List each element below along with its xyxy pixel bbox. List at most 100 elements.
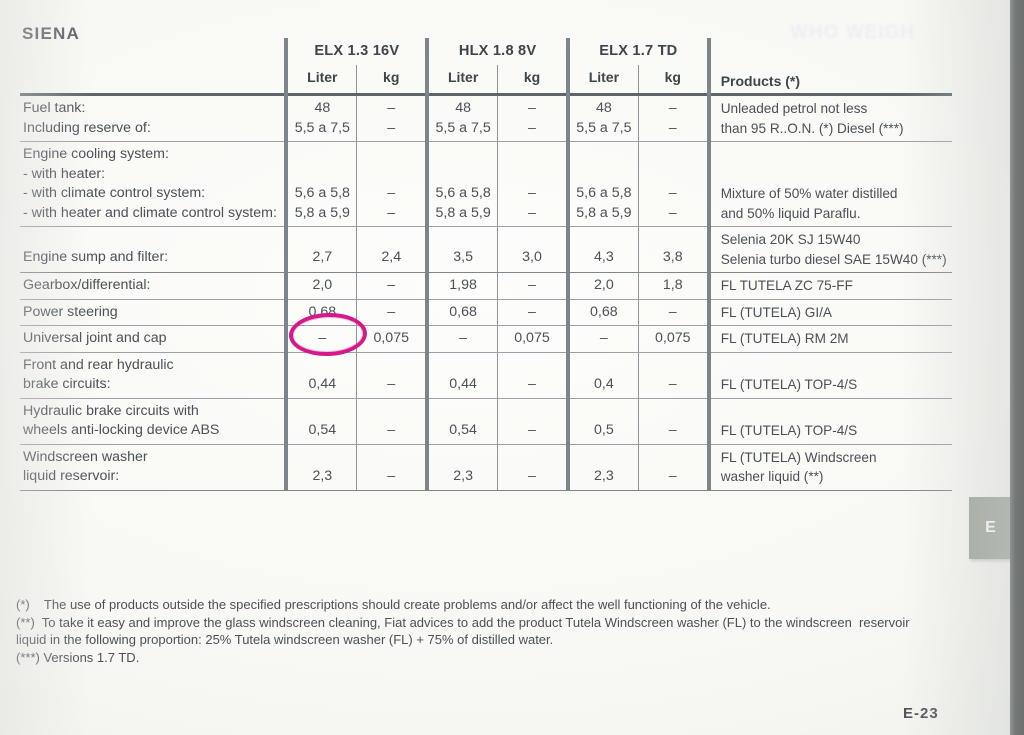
- book-binding-edge: [1010, 0, 1024, 735]
- cell-value: 2,3: [284, 444, 357, 490]
- row-label-power-steering: Power steering: [23, 303, 118, 320]
- column-group-elx17td: ELX 1.7 TD: [565, 38, 709, 65]
- capacities-table-container: ELX 1.3 16V HLX 1.8 8V ELX 1.7 TD Liter …: [20, 38, 952, 491]
- cell-value: – –: [637, 141, 709, 226]
- footnote-item: liquid in the following proportion: 25% …: [16, 632, 554, 648]
- cell-value: –: [637, 352, 709, 398]
- page-number: E-23: [903, 705, 939, 722]
- cell-value: 0,68: [284, 299, 357, 325]
- cell-value: –: [356, 444, 428, 490]
- cell-value: –: [565, 325, 639, 352]
- table-row: Universal joint and cap – 0,075 – 0,075 …: [20, 325, 952, 352]
- column-group-elx13: ELX 1.3 16V: [284, 38, 428, 65]
- cell-value: –: [497, 299, 568, 325]
- unit-liter-elx17td: Liter: [565, 65, 639, 96]
- capacities-table: ELX 1.3 16V HLX 1.8 8V ELX 1.7 TD Liter …: [20, 38, 952, 491]
- cell-value: 0,54: [425, 398, 498, 444]
- cell-value: 0,68: [425, 299, 498, 325]
- cell-value: –: [637, 299, 709, 325]
- row-separator: [20, 325, 952, 326]
- table-row: Front and rear hydraulic brake circuits: …: [20, 352, 952, 398]
- cell-value: 48 5,5 a 7,5: [425, 94, 498, 141]
- unit-liter-hlx18: Liter: [425, 65, 498, 96]
- cell-value: –: [497, 352, 568, 398]
- cell-value: –: [497, 272, 568, 299]
- cell-value: 0,44: [284, 352, 357, 398]
- row-label-gearbox-differential: Gearbox/differential:: [23, 277, 151, 293]
- cell-value: 2,4: [356, 226, 428, 272]
- cell-product: FL TUTELA ZC 75-FF: [706, 272, 952, 299]
- row-separator: [20, 141, 952, 142]
- cell-value-gearbox-elx13-liter: 2,0: [284, 272, 357, 299]
- cell-value: –: [425, 325, 498, 352]
- cell-value: 5,6 a 5,8 5,8 a 5,9: [425, 141, 498, 226]
- cell-product: FL (TUTELA) TOP-4/S: [706, 352, 952, 398]
- table-row: Engine cooling system: - with heater: - …: [20, 141, 952, 226]
- cell-value: –: [356, 272, 428, 299]
- cell-value: –: [637, 398, 709, 444]
- cell-product: FL (TUTELA) Windscreen washer liquid (**): [706, 444, 952, 490]
- cell-value: 5,6 a 5,8 5,8 a 5,9: [565, 141, 639, 226]
- cell-value: 48 5,5 a 7,5: [284, 94, 357, 141]
- cell-value: 3,0: [497, 226, 568, 272]
- table-header-units: Liter kg Liter kg Liter kg Products (*): [20, 65, 952, 96]
- cell-value: – –: [356, 141, 428, 226]
- cell-value: 1,8: [637, 272, 709, 299]
- cell-product: FL (TUTELA) GI/A: [706, 299, 952, 325]
- cell-value: 2,0: [565, 272, 639, 299]
- cell-product: Selenia 20K SJ 15W40 Selenia turbo diesel…: [706, 226, 952, 272]
- table-row: Power steering 0,68 – 0,68 – 0,68 – FL (…: [20, 299, 952, 325]
- unit-kg-hlx18: kg: [497, 65, 568, 96]
- cell-value: 3,8: [637, 226, 709, 272]
- row-separator: [20, 351, 952, 353]
- cell-value: 1,98: [425, 272, 498, 299]
- table-header-groups: ELX 1.3 16V HLX 1.8 8V ELX 1.7 TD: [20, 38, 952, 65]
- cell-value: 0,68: [565, 299, 639, 325]
- cell-product: Mixture of 50% water distilled and 50% li…: [706, 141, 952, 226]
- row-separator: [20, 272, 952, 273]
- page-title: SIENA: [22, 24, 80, 43]
- cell-value: 48 5,5 a 7,5: [565, 94, 639, 141]
- cell-value: –: [284, 325, 357, 352]
- table-row: Hydraulic brake circuits with wheels anti…: [20, 398, 952, 444]
- cell-product: FL (TUTELA) TOP-4/S: [706, 398, 952, 444]
- column-group-hlx18: HLX 1.8 8V: [425, 38, 568, 65]
- cell-value: 0,075: [356, 325, 428, 352]
- cell-product: FL (TUTELA) RM 2M: [706, 325, 952, 352]
- row-label-engine-cooling: Engine cooling system: - with heater: - …: [23, 146, 277, 221]
- table-row: Gearbox/differential: 2,0 – 1,98 – 2,0 1…: [20, 272, 952, 299]
- row-label-brake-circuits: Front and rear hydraulic brake circuits:: [23, 356, 174, 393]
- row-label-abs-brake-circuits: Hydraulic brake circuits with wheels anti…: [23, 402, 220, 439]
- cell-value: 0,4: [565, 352, 639, 398]
- row-label-fuel-tank: Fuel tank: Including reserve of:: [23, 100, 151, 136]
- cell-value: – –: [497, 94, 568, 141]
- cell-value: 0,44: [425, 352, 498, 398]
- row-label-universal-joint: Universal joint and cap: [23, 330, 167, 346]
- cell-value: 2,7: [284, 226, 357, 272]
- cell-value: 0,075: [497, 325, 568, 352]
- footnote-item: (*) The use of products outside the spec…: [16, 597, 771, 612]
- cell-value: 0,54: [284, 398, 357, 444]
- cell-value: –: [356, 299, 428, 325]
- cell-value: 0,5: [565, 398, 639, 444]
- cell-value: –: [497, 444, 568, 490]
- cell-value: – –: [356, 94, 428, 141]
- row-label-engine-sump: Engine sump and filter:: [23, 248, 169, 265]
- cell-value: 5,6 a 5,8 5,8 a 5,9: [284, 141, 357, 226]
- section-index-tab[interactable]: E: [969, 497, 1012, 559]
- table-row: Fuel tank: Including reserve of: 48 5,5 a…: [20, 94, 952, 141]
- column-header-products: Products (*): [706, 65, 952, 96]
- cell-value: 3,5: [425, 226, 498, 272]
- cell-value: – –: [497, 141, 568, 226]
- cell-value: 4,3: [565, 226, 639, 272]
- footnotes: (*) The use of products outside the spec…: [16, 596, 956, 666]
- cell-value: 2,3: [425, 444, 498, 490]
- row-separator: [20, 226, 952, 227]
- cell-value: –: [637, 444, 709, 490]
- footnote-item: (***) Versions 1.7 TD.: [16, 649, 140, 665]
- unit-kg-elx17td: kg: [637, 65, 709, 96]
- table-bottom-rule: [20, 489, 952, 491]
- footnote-item: (**) To take it easy and improve the gla…: [16, 614, 910, 630]
- unit-kg-elx13: kg: [356, 65, 428, 96]
